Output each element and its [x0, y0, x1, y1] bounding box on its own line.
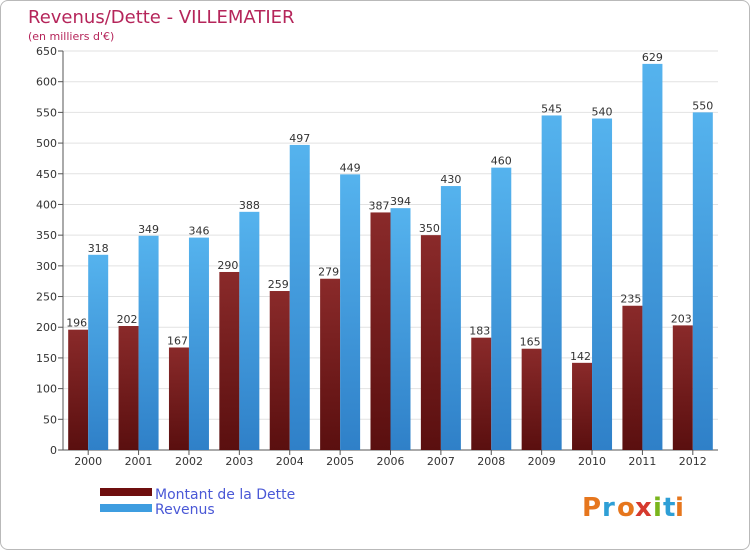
bar-dette: [118, 326, 139, 450]
logo-letter: i: [653, 493, 662, 523]
data-label-dette: 259: [268, 278, 289, 291]
data-label-revenus: 629: [642, 51, 663, 64]
y-axis: 0 50 100 150 200 250 300 350 400 450 500 550 600 650: [36, 45, 718, 457]
data-label-revenus: 540: [592, 106, 613, 119]
y-tick-label: 550: [36, 106, 57, 119]
bars: [68, 63, 713, 451]
y-tick-label: 0: [50, 444, 57, 457]
bar-revenus: [88, 254, 109, 450]
data-label-dette: 167: [167, 334, 188, 347]
data-label-dette: 279: [318, 266, 339, 279]
x-tick-label: 2010: [578, 455, 606, 468]
logo-letter: r: [602, 493, 615, 523]
bar-revenus: [692, 112, 713, 450]
bar-dette: [471, 337, 492, 450]
y-tick-label: 200: [36, 321, 57, 334]
data-label-dette: 196: [66, 317, 87, 330]
y-tick-label: 100: [36, 383, 57, 396]
bar-revenus: [491, 167, 512, 450]
chart-title: Revenus/Dette - VILLEMATIER: [28, 7, 295, 28]
x-tick-label: 2001: [125, 455, 153, 468]
x-axis: 2000 2001 2002 2003 2004 2005 2006 2007 2008 2009…: [74, 450, 707, 468]
y-tick-label: 350: [36, 229, 57, 242]
bar-revenus: [440, 186, 461, 451]
legend: Montant de la Dette Revenus: [100, 487, 295, 518]
data-label-revenus: 550: [692, 99, 713, 112]
y-tick-label: 250: [36, 291, 57, 304]
x-tick-label: 2005: [326, 455, 354, 468]
data-label-revenus: 545: [541, 102, 562, 115]
bar-revenus: [138, 235, 159, 450]
bar-dette: [168, 347, 189, 450]
bar-revenus: [340, 174, 361, 451]
y-tick-label: 500: [36, 137, 57, 150]
x-tick-label: 2009: [528, 455, 556, 468]
data-label-dette: 290: [217, 259, 238, 272]
bar-dette: [68, 329, 89, 450]
x-tick-label: 2003: [225, 455, 253, 468]
x-tick-label: 2000: [74, 455, 102, 468]
bar-dette: [370, 212, 391, 450]
legend-label-revenus: Revenus: [155, 502, 215, 518]
data-label-revenus: 394: [390, 195, 411, 208]
bar-dette: [672, 325, 693, 450]
bar-dette: [420, 235, 441, 450]
logo-letter: x: [635, 493, 652, 523]
y-tick-label: 150: [36, 352, 57, 365]
data-label-revenus: 449: [340, 161, 361, 174]
logo-letter: o: [617, 493, 635, 523]
data-label-dette: 350: [419, 222, 440, 235]
data-label-revenus: 430: [440, 173, 461, 186]
legend-swatch-dette: [100, 488, 152, 496]
bar-revenus: [239, 211, 260, 450]
data-label-dette: 183: [469, 325, 490, 338]
bar-revenus: [642, 63, 663, 450]
bar-dette: [572, 362, 593, 450]
data-label-revenus: 460: [491, 155, 512, 168]
data-label-revenus: 318: [88, 242, 109, 255]
bar-dette: [320, 278, 341, 450]
legend-swatch-revenus: [100, 504, 152, 512]
x-tick-label: 2006: [377, 455, 405, 468]
bar-revenus: [592, 118, 613, 451]
legend-label-dette: Montant de la Dette: [155, 487, 295, 503]
data-label-dette: 203: [671, 312, 692, 325]
y-tick-label: 400: [36, 198, 57, 211]
bar-revenus: [289, 144, 310, 450]
data-label-revenus: 346: [188, 225, 209, 238]
chart-subtitle: (en milliers d'€): [28, 30, 114, 43]
y-tick-label: 650: [36, 45, 57, 58]
y-tick-label: 50: [43, 413, 57, 426]
y-tick-label: 300: [36, 260, 57, 273]
bar-dette: [622, 305, 643, 450]
x-tick-label: 2007: [427, 455, 455, 468]
y-tick-label: 600: [36, 76, 57, 89]
bar-revenus: [188, 237, 209, 450]
logo-letter: P: [582, 493, 601, 523]
bar-revenus: [390, 208, 411, 450]
x-tick-label: 2002: [175, 455, 203, 468]
x-tick-label: 2004: [276, 455, 304, 468]
data-label-revenus: 497: [289, 132, 310, 145]
x-tick-label: 2012: [679, 455, 707, 468]
logo-letter: t: [663, 493, 675, 523]
y-tick-label: 450: [36, 168, 57, 181]
x-tick-label: 2008: [477, 455, 505, 468]
data-label-dette: 202: [117, 313, 138, 326]
bar-revenus: [541, 115, 562, 450]
data-label-dette: 142: [570, 350, 591, 363]
data-label-dette: 165: [520, 336, 541, 349]
data-label-revenus: 388: [239, 199, 260, 212]
bar-dette: [219, 271, 240, 450]
bar-dette: [269, 291, 290, 450]
data-label-revenus: 349: [138, 223, 159, 236]
data-label-dette: 235: [620, 293, 641, 306]
logo-letter: i: [675, 493, 684, 523]
bar-dette: [521, 348, 542, 450]
x-tick-label: 2011: [628, 455, 656, 468]
data-label-dette: 387: [369, 199, 390, 212]
